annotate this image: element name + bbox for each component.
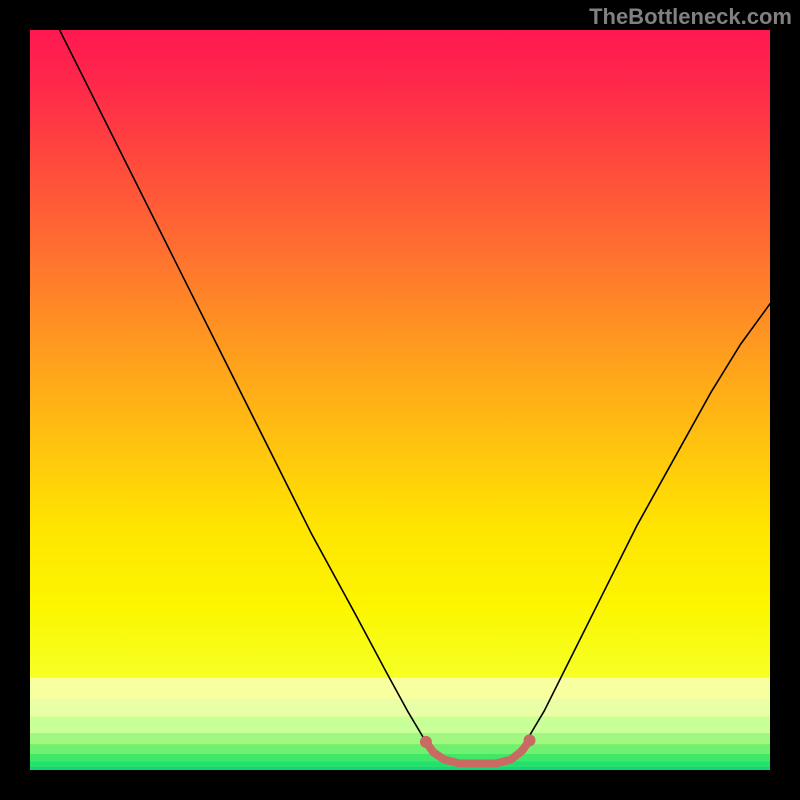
chart-root: TheBottleneck.com — [0, 0, 800, 800]
watermark-text: TheBottleneck.com — [589, 4, 792, 30]
plot-background — [30, 30, 770, 770]
chart-svg — [0, 0, 800, 800]
